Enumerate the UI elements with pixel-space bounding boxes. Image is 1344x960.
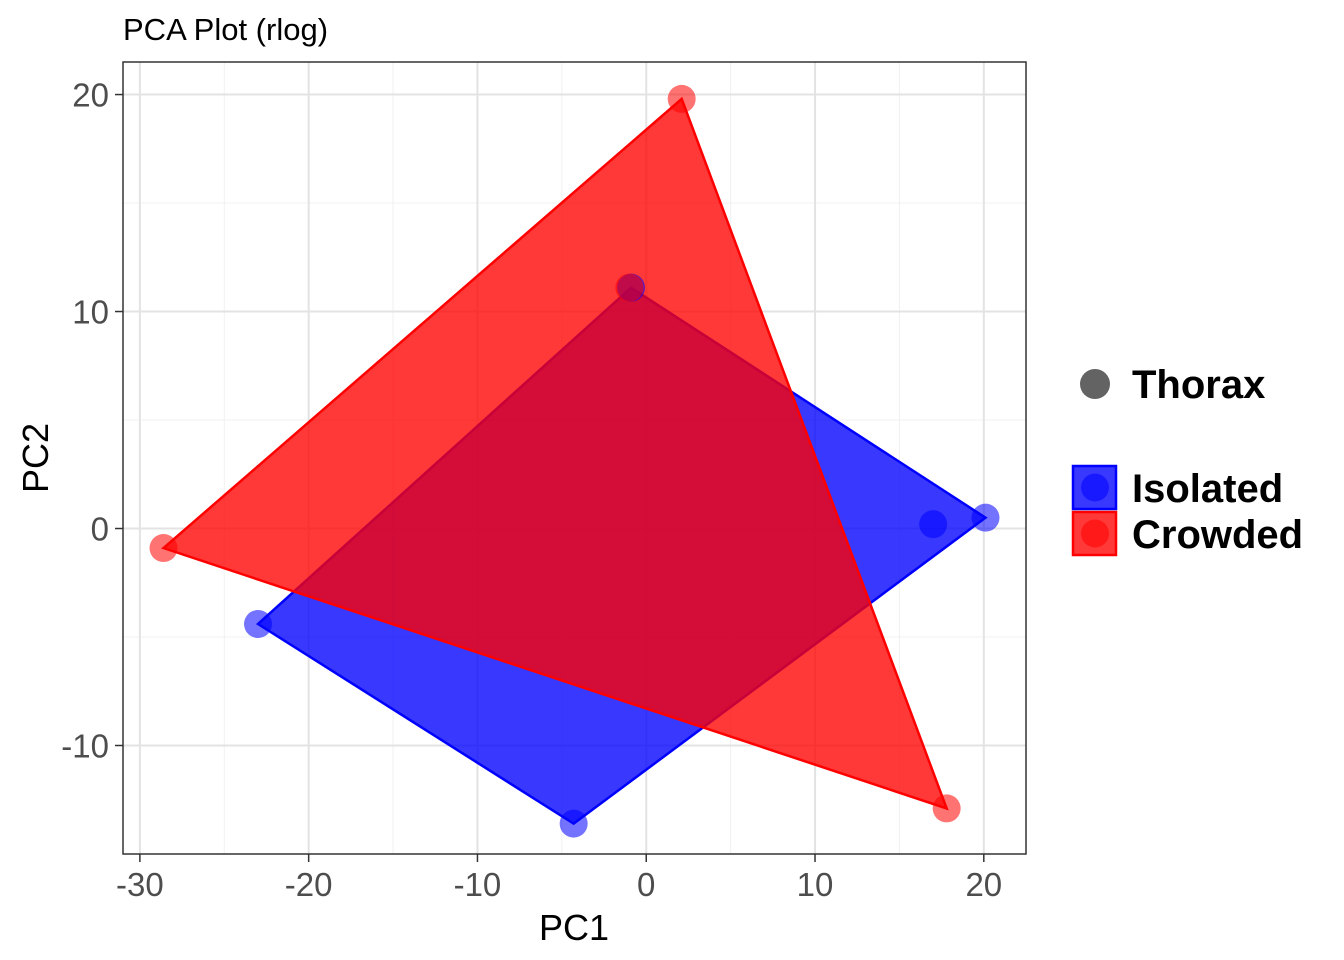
x-tick-label: -30	[116, 866, 164, 903]
y-tick-label: 10	[72, 294, 109, 331]
y-tick-label: -10	[61, 728, 109, 765]
isolated-legend-dot	[1081, 473, 1109, 502]
y-tick-label: 0	[91, 511, 109, 548]
isolated-point	[559, 809, 588, 838]
isolated-point	[919, 510, 948, 539]
crowded-point	[667, 84, 696, 113]
y-axis-title: PC2	[15, 423, 56, 493]
crowded-point	[149, 534, 178, 563]
crowded-hull	[161, 96, 949, 811]
group-hulls	[161, 96, 988, 826]
x-axis-title: PC1	[539, 907, 609, 948]
x-tick-label: 0	[637, 866, 655, 903]
data-points	[149, 84, 1000, 838]
isolated-point	[971, 503, 1000, 532]
crowded-point	[932, 794, 961, 823]
isolated-point	[244, 609, 273, 638]
x-tick-label: -20	[285, 866, 333, 903]
shape-legend-key	[1080, 369, 1110, 399]
x-tick-label: 20	[965, 866, 1002, 903]
shape-legend-label: Thorax	[1132, 363, 1265, 407]
y-axis: -10 0 10 20	[61, 77, 123, 765]
crowded-point	[615, 273, 644, 302]
crowded-legend-dot	[1081, 519, 1109, 548]
crowded-legend-key	[1071, 510, 1118, 557]
x-tick-label: -10	[454, 866, 502, 903]
x-axis: -30 -20 -10 0 10 20	[116, 854, 1002, 903]
chart-title: PCA Plot (rlog)	[123, 12, 328, 47]
isolated-legend-label: Isolated	[1132, 467, 1283, 511]
plot-border	[122, 61, 1027, 855]
x-tick-label: 10	[797, 866, 834, 903]
y-tick-label: 20	[72, 77, 109, 114]
crowded-legend-label: Crowded	[1132, 513, 1303, 557]
